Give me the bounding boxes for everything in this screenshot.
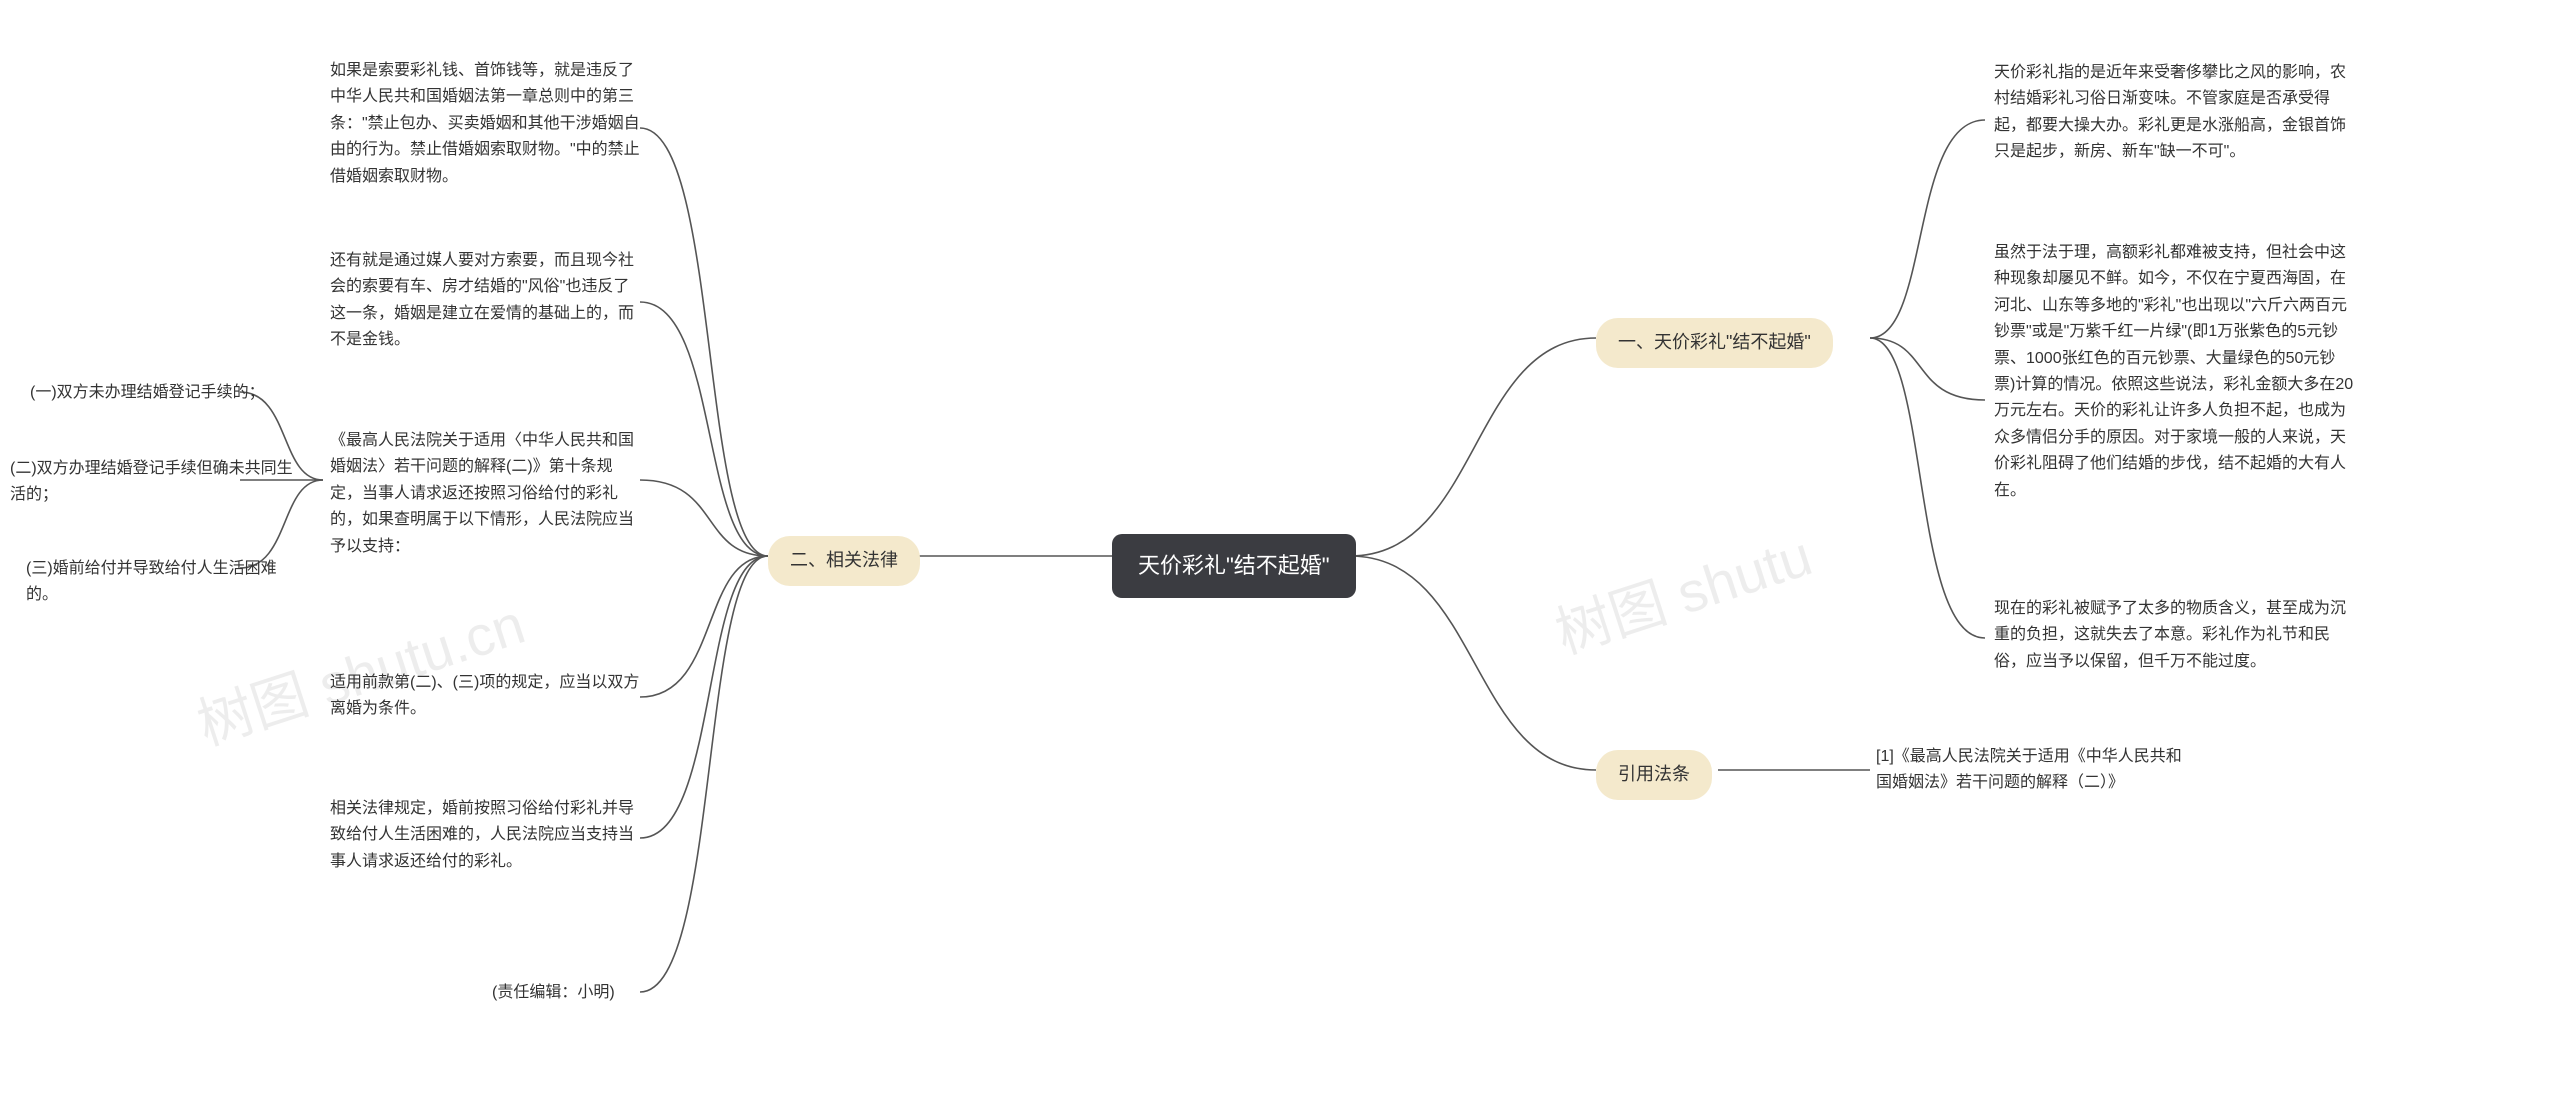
- watermark-right: 树图 shutu: [1544, 511, 1821, 670]
- leaf-l1-5: 相关法律规定，婚前按照习俗给付彩礼并导致给付人生活困难的，人民法院应当支持当事人…: [330, 796, 640, 875]
- leaf-l1-6: (责任编辑：小明): [492, 980, 615, 1006]
- leaf-l1-3: 《最高人民法院关于适用〈中华人民共和国婚姻法〉若干问题的解释(二)》第十条规定，…: [330, 428, 640, 560]
- leaf-r1-3: 现在的彩礼被赋予了太多的物质含义，甚至成为沉重的负担，这就失去了本意。彩礼作为礼…: [1994, 596, 2354, 675]
- leaf-l1-3-sub1: (一)双方未办理结婚登记手续的；: [30, 380, 265, 406]
- leaf-l1-2: 还有就是通过媒人要对方索要，而且现今社会的索要有车、房才结婚的"风俗"也违反了这…: [330, 248, 640, 354]
- leaf-l1-3-sub3: (三)婚前给付并导致给付人生活困难的。: [26, 556, 286, 609]
- branch-right-2: 引用法条: [1596, 750, 1712, 800]
- root-node: 天价彩礼"结不起婚": [1112, 534, 1356, 598]
- leaf-l1-3-sub2: (二)双方办理结婚登记手续但确未共同生活的；: [10, 456, 300, 509]
- leaf-r1-2: 虽然于法于理，高额彩礼都难被支持，但社会中这种现象却屡见不鲜。如今，不仅在宁夏西…: [1994, 240, 2354, 504]
- branch-left-1: 二、相关法律: [768, 536, 920, 586]
- leaf-l1-4: 适用前款第(二)、(三)项的规定，应当以双方离婚为条件。: [330, 670, 640, 723]
- leaf-r1-1: 天价彩礼指的是近年来受奢侈攀比之风的影响，农村结婚彩礼习俗日渐变味。不管家庭是否…: [1994, 60, 2354, 166]
- leaf-r2-1: [1]《最高人民法院关于适用《中华人民共和国婚姻法》若干问题的解释（二）》: [1876, 744, 2186, 797]
- branch-right-1: 一、天价彩礼"结不起婚": [1596, 318, 1833, 368]
- leaf-l1-1: 如果是索要彩礼钱、首饰钱等，就是违反了中华人民共和国婚姻法第一章总则中的第三条：…: [330, 58, 640, 190]
